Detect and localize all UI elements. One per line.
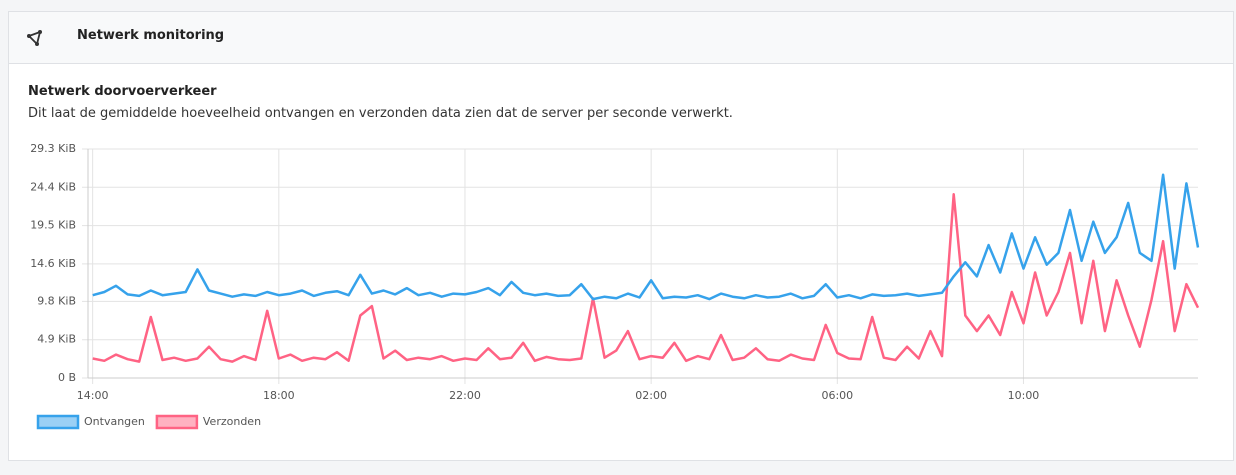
x-tick-label: 02:00 <box>635 389 667 402</box>
legend-label: Verzonden <box>203 415 261 428</box>
series-line <box>92 173 1200 301</box>
card-header: Netwerk monitoring <box>9 12 1233 64</box>
series-line <box>92 193 1200 363</box>
x-tick-label: 10:00 <box>1008 389 1040 402</box>
x-tick-label: 14:00 <box>77 389 109 402</box>
y-tick-label: 24.4 KiB <box>30 180 76 193</box>
x-tick-label: 06:00 <box>821 389 853 402</box>
x-tick-label: 22:00 <box>449 389 481 402</box>
y-tick-label: 29.3 KiB <box>30 142 76 155</box>
y-tick-label: 4.9 KiB <box>37 333 76 346</box>
network-icon <box>27 30 42 46</box>
y-tick-label: 0 B <box>58 371 76 384</box>
x-tick-label: 18:00 <box>263 389 295 402</box>
y-tick-label: 19.5 KiB <box>30 219 76 232</box>
y-tick-label: 14.6 KiB <box>30 257 76 270</box>
header-title: Netwerk monitoring <box>77 28 225 43</box>
legend-swatch <box>36 414 80 430</box>
y-tick-label: 9.8 KiB <box>37 294 76 307</box>
panel-title: Netwerk doorvoerverkeer <box>28 84 217 99</box>
legend-label: Ontvangen <box>84 415 145 428</box>
card: Netwerk monitoring Netwerk doorvoerverke… <box>8 11 1234 461</box>
panel-description: Dit laat de gemiddelde hoeveelheid ontva… <box>28 106 733 121</box>
legend-swatch <box>155 414 199 430</box>
